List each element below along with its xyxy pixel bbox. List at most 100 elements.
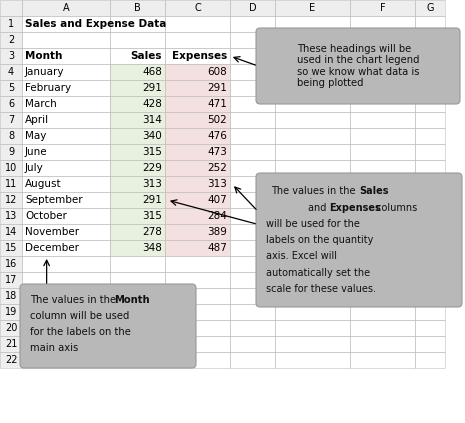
Bar: [415, 112, 445, 128]
Text: 487: 487: [207, 243, 227, 253]
Bar: [275, 272, 350, 288]
Bar: [0, 208, 22, 224]
Bar: [110, 128, 165, 144]
Text: for the labels on the: for the labels on the: [30, 327, 131, 338]
Text: 389: 389: [207, 227, 227, 237]
Bar: [275, 96, 350, 112]
Text: 1: 1: [8, 19, 14, 29]
Bar: [0, 224, 22, 240]
Bar: [110, 144, 165, 160]
Bar: [110, 0, 165, 16]
Bar: [415, 224, 445, 240]
Bar: [0, 240, 22, 256]
Bar: [0, 96, 22, 112]
Bar: [22, 96, 110, 112]
Bar: [22, 352, 110, 368]
Bar: [415, 128, 445, 144]
Bar: [22, 256, 110, 272]
Bar: [0, 288, 22, 304]
Text: 10: 10: [5, 163, 17, 173]
Bar: [0, 0, 22, 16]
Text: 313: 313: [142, 179, 162, 189]
Bar: [0, 320, 22, 336]
Text: 3: 3: [8, 51, 14, 61]
Bar: [110, 240, 165, 256]
Text: 7: 7: [8, 115, 14, 125]
Bar: [22, 224, 110, 240]
Bar: [275, 352, 350, 368]
Text: E: E: [309, 3, 316, 13]
Text: Expenses: Expenses: [329, 203, 381, 212]
Bar: [0, 352, 22, 368]
Bar: [165, 256, 230, 272]
Text: 252: 252: [207, 163, 227, 173]
Bar: [110, 32, 165, 48]
Bar: [350, 192, 415, 208]
Bar: [230, 352, 275, 368]
Bar: [110, 128, 165, 144]
Bar: [275, 240, 350, 256]
Text: August: August: [25, 179, 62, 189]
Bar: [350, 128, 415, 144]
Text: December: December: [25, 243, 79, 253]
Text: May: May: [25, 131, 46, 141]
Bar: [165, 144, 230, 160]
Bar: [110, 112, 165, 128]
Bar: [0, 128, 22, 144]
Bar: [165, 144, 230, 160]
Bar: [0, 304, 22, 320]
Bar: [415, 80, 445, 96]
Bar: [110, 192, 165, 208]
Text: A: A: [63, 3, 69, 13]
Bar: [0, 32, 22, 48]
Bar: [110, 208, 165, 224]
Text: 476: 476: [207, 131, 227, 141]
Bar: [165, 272, 230, 288]
Bar: [0, 336, 22, 352]
Bar: [22, 0, 110, 16]
Bar: [165, 96, 230, 112]
Bar: [165, 0, 230, 16]
Bar: [275, 16, 350, 32]
Text: 4: 4: [8, 67, 14, 77]
Bar: [22, 160, 110, 176]
Bar: [110, 160, 165, 176]
Bar: [415, 32, 445, 48]
Bar: [275, 32, 350, 48]
Bar: [165, 208, 230, 224]
Text: column will be used: column will be used: [30, 311, 129, 321]
Bar: [110, 96, 165, 112]
Bar: [22, 32, 110, 48]
Text: Month: Month: [25, 51, 62, 61]
Bar: [350, 0, 415, 16]
Bar: [415, 352, 445, 368]
FancyBboxPatch shape: [256, 173, 462, 307]
Bar: [0, 64, 22, 80]
Bar: [415, 272, 445, 288]
Text: 18: 18: [5, 291, 17, 301]
Bar: [415, 256, 445, 272]
Bar: [165, 192, 230, 208]
Bar: [0, 224, 22, 240]
Bar: [0, 208, 22, 224]
Text: April: April: [25, 115, 49, 125]
Text: January: January: [25, 67, 65, 77]
Bar: [230, 256, 275, 272]
Bar: [415, 64, 445, 80]
Bar: [230, 240, 275, 256]
Bar: [22, 128, 110, 144]
Text: 314: 314: [142, 115, 162, 125]
Bar: [110, 64, 165, 80]
Text: 315: 315: [142, 211, 162, 221]
Text: 502: 502: [207, 115, 227, 125]
Bar: [275, 208, 350, 224]
Text: 21: 21: [5, 339, 17, 349]
Text: Sales: Sales: [359, 186, 388, 196]
Text: 471: 471: [207, 99, 227, 109]
Bar: [350, 256, 415, 272]
Bar: [110, 224, 165, 240]
Bar: [350, 352, 415, 368]
Text: 229: 229: [142, 163, 162, 173]
Bar: [0, 32, 22, 48]
Bar: [22, 240, 110, 256]
